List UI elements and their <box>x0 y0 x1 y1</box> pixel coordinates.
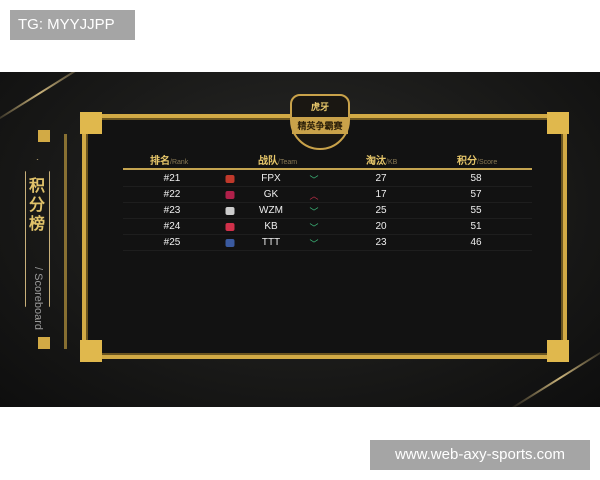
kb-value: 23 <box>375 237 387 248</box>
trend-down-icon: ﹀ <box>309 239 319 249</box>
rank: #21 <box>163 173 181 184</box>
team-name: GK <box>263 189 279 200</box>
team-logo-icon <box>225 191 235 199</box>
decor-bar <box>64 134 67 349</box>
trend-down-icon: ﹀ <box>309 175 319 185</box>
table-row: #21 FPX ﹀ 27 58 <box>123 171 532 187</box>
rank: #25 <box>163 237 181 248</box>
header-score: 积分/Score <box>457 156 498 167</box>
header-kb: 淘汰/KB <box>366 156 398 167</box>
kb-value: 27 <box>375 173 387 184</box>
event-logo: 虎牙 精英争霸赛 <box>290 94 350 150</box>
frame-corner <box>80 112 102 134</box>
decor-line <box>0 72 92 126</box>
score-value: 57 <box>470 189 482 200</box>
team-logo-icon <box>225 175 235 183</box>
kb-value: 20 <box>375 221 387 232</box>
team-name: KB <box>264 221 278 232</box>
trend-down-icon: ﹀ <box>309 223 319 233</box>
frame-corner <box>80 340 102 362</box>
kb-value: 25 <box>375 205 387 216</box>
decor-block <box>38 337 50 349</box>
side-title: 积分榜 <box>28 178 45 233</box>
team-logo-icon <box>225 239 235 247</box>
score-value: 51 <box>470 221 482 232</box>
rank: #22 <box>163 189 181 200</box>
trend-down-icon: ﹀ <box>309 207 319 217</box>
score-value: 58 <box>470 173 482 184</box>
kb-value: 17 <box>375 189 387 200</box>
decor-block <box>38 130 50 142</box>
rank: #24 <box>163 221 181 232</box>
watermark-top: TG: MYYJJPP <box>10 10 135 40</box>
scoreboard-scene: 积分榜 / Scoreboard 虎牙 精英争霸赛 排名/Rank 战队/Tea… <box>0 72 600 407</box>
frame-corner <box>547 340 569 362</box>
score-value: 46 <box>470 237 482 248</box>
score-value: 55 <box>470 205 482 216</box>
team-logo-icon <box>225 207 235 215</box>
side-subtitle: / Scoreboard <box>32 267 44 330</box>
watermark-bottom: www.web-axy-sports.com <box>370 440 590 470</box>
header-divider <box>123 168 532 170</box>
table-row: #25 TTT ﹀ 23 46 <box>123 235 532 251</box>
rank: #23 <box>163 205 181 216</box>
trend-up-icon: ︿ <box>309 191 319 201</box>
team-name: WZM <box>259 205 283 216</box>
team-name: FPX <box>261 173 281 184</box>
side-panel <box>25 159 50 319</box>
table-row: #24 KB ﹀ 20 51 <box>123 219 532 235</box>
table-row: #23 WZM ﹀ 25 55 <box>123 203 532 219</box>
header-rank: 排名/Rank <box>150 156 189 167</box>
team-name: TTT <box>261 237 281 248</box>
table-row: #22 GK ︿ 17 57 <box>123 187 532 203</box>
header-team: 战队/Team <box>258 156 298 167</box>
team-logo-icon <box>225 223 235 231</box>
frame-corner <box>547 112 569 134</box>
